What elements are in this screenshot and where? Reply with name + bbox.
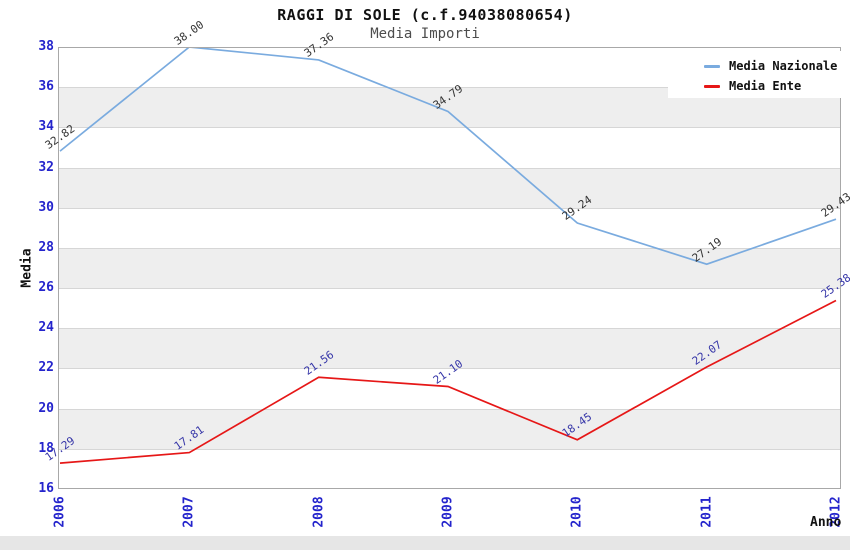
chart-subtitle: Media Importi <box>370 26 480 42</box>
series-line-0 <box>59 47 837 266</box>
plot-band <box>58 167 841 208</box>
plot-band <box>58 368 841 409</box>
y-tick-label: 16 <box>38 481 54 496</box>
y-tick-label: 24 <box>38 320 54 336</box>
gridline <box>58 207 841 209</box>
legend-swatch-media-nazionale <box>704 64 720 68</box>
gridline <box>58 127 841 129</box>
legend-item-media-ente: Media Ente <box>668 76 850 96</box>
y-tick-label: 28 <box>38 239 54 255</box>
plot-area <box>58 47 841 489</box>
gridline <box>58 448 841 450</box>
plot-band <box>58 408 841 449</box>
y-tick-label: 32 <box>38 159 54 175</box>
x-tick-label: 2007 <box>181 496 197 528</box>
y-tick-label: 36 <box>38 79 54 95</box>
legend: Media Nazionale Media Ente <box>668 51 850 98</box>
legend-item-media-nazionale: Media Nazionale <box>668 56 850 76</box>
gridline <box>58 247 841 249</box>
plot-band <box>58 288 841 329</box>
chart-title: RAGGI DI SOLE (c.f.94038080654) <box>277 6 573 24</box>
y-tick-label: 18 <box>38 440 54 456</box>
x-tick-label: 2009 <box>440 496 456 528</box>
plot-band <box>58 127 841 168</box>
x-tick-label: 2006 <box>52 496 68 528</box>
footer-bar <box>0 536 850 550</box>
plot-band <box>58 448 841 489</box>
y-tick-label: 20 <box>38 400 54 416</box>
legend-label: Media Nazionale <box>729 59 838 73</box>
x-axis-title: Anno <box>810 515 842 530</box>
gridline <box>58 167 841 169</box>
y-tick-label: 30 <box>38 199 54 215</box>
plot-band <box>58 247 841 289</box>
y-tick-label: 34 <box>38 119 54 135</box>
gridline <box>58 408 841 410</box>
series-line-1 <box>59 299 837 464</box>
gridline <box>58 288 841 290</box>
gridline <box>58 328 841 330</box>
plot-band <box>58 207 841 248</box>
x-tick-label: 2010 <box>569 496 585 528</box>
x-tick-label: 2011 <box>699 496 715 528</box>
plot-band <box>58 328 841 369</box>
y-tick-label: 38 <box>38 39 54 54</box>
chart-lines-svg <box>59 47 837 464</box>
gridline <box>58 368 841 370</box>
y-tick-label: 26 <box>38 280 54 296</box>
x-tick-label: 2008 <box>311 496 327 528</box>
y-tick-label: 22 <box>38 360 54 376</box>
gridline <box>58 87 841 89</box>
legend-swatch-media-ente <box>704 84 720 88</box>
legend-label: Media Ente <box>729 79 802 93</box>
